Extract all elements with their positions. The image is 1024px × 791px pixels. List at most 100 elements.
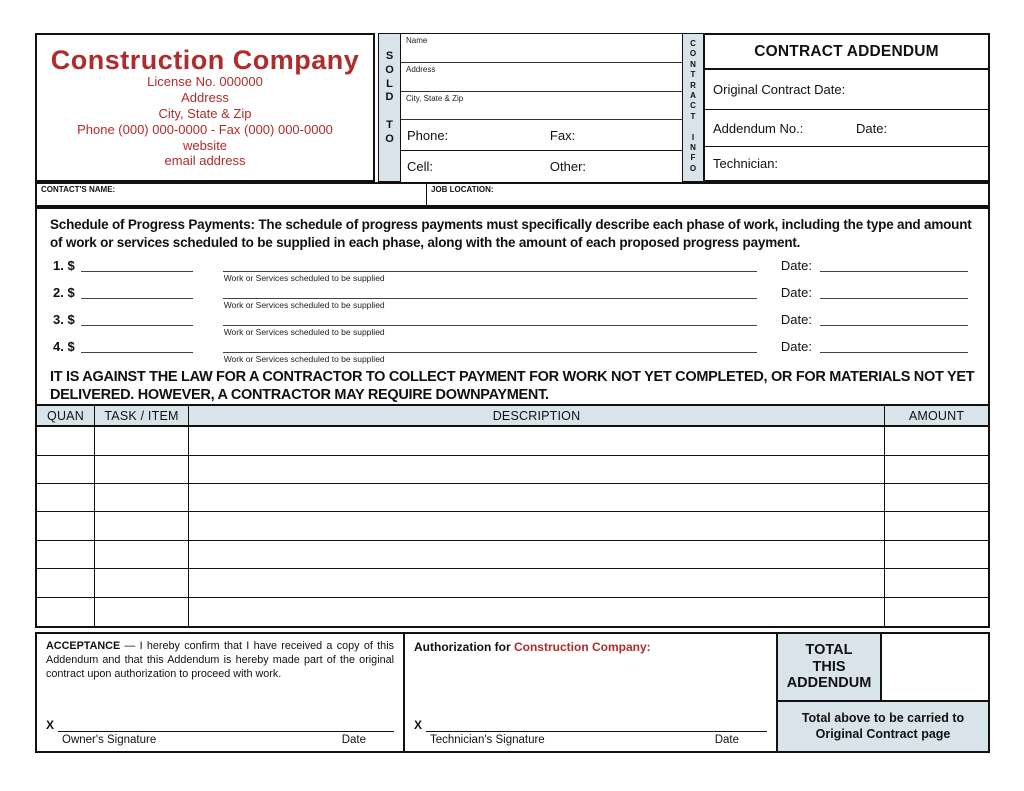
addendum-no-date-row[interactable]: Addendum No.: Date: xyxy=(705,110,988,147)
table-cell[interactable] xyxy=(189,512,885,540)
table-cell[interactable] xyxy=(189,455,885,484)
sold-to-cell-other-row[interactable]: Cell: Other: xyxy=(401,151,682,182)
payment-1-amount-line[interactable] xyxy=(80,257,193,273)
total-amount-field[interactable] xyxy=(882,632,990,702)
technician-field[interactable]: Technician: xyxy=(705,147,988,180)
sold-to-name-field[interactable]: Name xyxy=(401,34,682,63)
table-cell[interactable] xyxy=(37,540,95,569)
technicians-signature-label: Technician's Signature xyxy=(430,734,545,746)
table-cell[interactable] xyxy=(95,512,189,540)
technician-x-mark: X xyxy=(414,718,423,732)
table-cell[interactable] xyxy=(885,456,988,483)
table-row[interactable] xyxy=(37,512,988,541)
payment-3-date-line[interactable] xyxy=(820,311,968,327)
owners-signature-label: Owner's Signature xyxy=(62,734,157,746)
table-cell[interactable] xyxy=(37,427,95,455)
contacts-name-field[interactable]: CONTACT'S NAME: xyxy=(37,184,427,205)
table-cell[interactable] xyxy=(95,569,189,597)
payment-3-number: 3. $ xyxy=(53,312,75,328)
header-task-item: TASK / ITEM xyxy=(95,406,189,426)
table-cell[interactable] xyxy=(885,484,988,511)
table-cell[interactable] xyxy=(189,540,885,569)
table-cell[interactable] xyxy=(95,597,189,626)
table-cell[interactable] xyxy=(189,484,885,512)
table-row[interactable] xyxy=(37,455,988,485)
company-website: website xyxy=(182,137,228,153)
table-cell[interactable] xyxy=(95,455,189,484)
technician-signature-area: X Technician's Signature Date xyxy=(414,718,767,746)
table-cell[interactable] xyxy=(189,597,885,626)
sold-to-city-field[interactable]: City, State & Zip xyxy=(401,92,682,121)
table-row[interactable] xyxy=(37,569,988,598)
contact-row: CONTACT'S NAME: JOB LOCATION: xyxy=(35,182,990,207)
payment-4-work-line[interactable] xyxy=(222,338,757,354)
sold-to-address-field[interactable]: Address xyxy=(401,63,682,92)
authorization-title: Authorization for Construction Company: xyxy=(414,640,651,654)
cell-label: Cell: xyxy=(407,159,434,175)
payment-2-work-caption: Work or Services scheduled to be supplie… xyxy=(223,300,385,311)
payment-3-date-label: Date: xyxy=(780,312,812,328)
phone-label: Phone: xyxy=(407,127,449,143)
payment-4-amount-line[interactable] xyxy=(80,338,193,354)
payment-3-amount-line[interactable] xyxy=(80,311,193,327)
contract-addendum-title: CONTRACT ADDENDUM xyxy=(705,35,988,70)
sold-to-phone-fax-row[interactable]: Phone: Fax: xyxy=(401,120,682,152)
payment-4-work-caption: Work or Services scheduled to be supplie… xyxy=(223,354,385,365)
table-cell[interactable] xyxy=(885,512,988,539)
table-cell[interactable] xyxy=(95,427,189,455)
payment-1-date-label: Date: xyxy=(780,258,812,274)
payment-2-date-line[interactable] xyxy=(820,284,968,300)
sold-to-name-label: Name xyxy=(406,36,428,45)
table-cell[interactable] xyxy=(189,569,885,597)
job-location-field[interactable]: JOB LOCATION: xyxy=(427,184,988,205)
company-name: Construction Company xyxy=(50,44,360,75)
total-this-addendum-label: TOTAL THIS ADDENDUM xyxy=(776,632,882,702)
payment-row-4: 4. $ Work or Services scheduled to be su… xyxy=(37,338,988,364)
payment-4-date-line[interactable] xyxy=(820,338,968,354)
table-row[interactable] xyxy=(37,597,988,626)
table-cell[interactable] xyxy=(37,569,95,597)
payment-3-work-line[interactable] xyxy=(222,311,757,327)
schedule-intro-text: Schedule of Progress Payments: The sched… xyxy=(50,217,972,250)
payment-1-work-line[interactable] xyxy=(222,257,757,273)
table-cell[interactable] xyxy=(885,598,988,626)
table-cell[interactable] xyxy=(37,597,95,626)
payment-2-date-label: Date: xyxy=(780,285,812,301)
addendum-date-label: Date: xyxy=(856,120,888,136)
table-cell[interactable] xyxy=(885,541,988,568)
owner-signature-line[interactable] xyxy=(58,721,394,732)
technician-date-label: Date xyxy=(714,734,739,746)
job-location-label: JOB LOCATION: xyxy=(431,185,494,194)
company-city-state-zip: City, State & Zip xyxy=(158,105,252,121)
technician-signature-line[interactable] xyxy=(426,721,767,732)
table-row[interactable] xyxy=(37,427,988,456)
original-contract-date-label: Original Contract Date: xyxy=(713,82,846,97)
contacts-name-label: CONTACT'S NAME: xyxy=(41,185,116,194)
original-contract-date-field[interactable]: Original Contract Date: xyxy=(705,70,988,110)
company-license: License No. 000000 xyxy=(147,74,263,90)
payment-2-amount-line[interactable] xyxy=(80,284,193,300)
header-quan: QUAN xyxy=(37,406,95,426)
payment-row-1: 1. $ Work or Services scheduled to be su… xyxy=(37,257,988,283)
table-row[interactable] xyxy=(37,484,988,513)
payment-4-date-label: Date: xyxy=(780,339,812,355)
table-cell[interactable] xyxy=(885,569,988,596)
payment-row-2: 2. $ Work or Services scheduled to be su… xyxy=(37,284,988,310)
authorization-box: Authorization for Construction Company: … xyxy=(403,632,778,753)
payment-1-date-line[interactable] xyxy=(820,257,968,273)
contract-info-label-strip: C O N T R A C T I N F O xyxy=(682,33,704,182)
header-description: DESCRIPTION xyxy=(189,406,885,426)
table-cell[interactable] xyxy=(885,427,988,454)
table-cell[interactable] xyxy=(37,455,95,484)
table-cell[interactable] xyxy=(189,427,885,455)
payment-2-work-line[interactable] xyxy=(222,284,757,300)
table-cell[interactable] xyxy=(95,540,189,569)
table-cell[interactable] xyxy=(37,484,95,512)
table-cell[interactable] xyxy=(95,484,189,512)
table-cell[interactable] xyxy=(37,512,95,540)
payment-3-work-caption: Work or Services scheduled to be supplie… xyxy=(223,327,385,338)
items-table-header: QUAN TASK / ITEM DESCRIPTION AMOUNT xyxy=(37,406,988,428)
schedule-section: Schedule of Progress Payments: The sched… xyxy=(35,207,990,628)
company-address: Address xyxy=(181,89,229,105)
table-row[interactable] xyxy=(37,540,988,570)
